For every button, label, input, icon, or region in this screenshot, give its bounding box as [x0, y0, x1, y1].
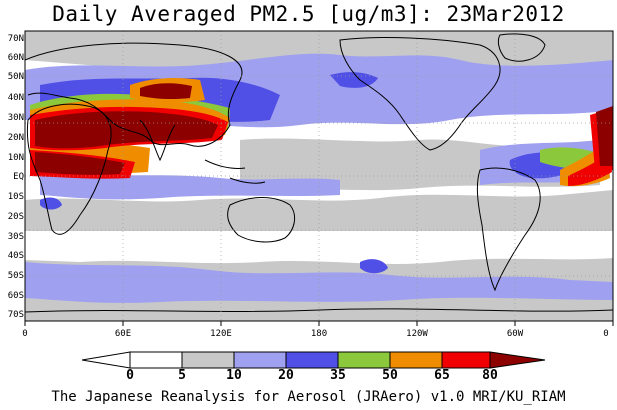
coastlines: [25, 33, 613, 313]
colorbar-cell: [285, 351, 339, 369]
colorbar-label: 0: [126, 368, 134, 383]
lat-label: 50N: [7, 72, 24, 82]
footer-credit: The Japanese Reanalysis for Aerosol (JRA…: [51, 389, 566, 405]
lat-label: 50S: [7, 271, 24, 281]
colorbar-label: 5: [178, 368, 186, 383]
colorbar-cell: [233, 351, 287, 369]
lon-label: 0: [603, 329, 609, 339]
lat-label: 40N: [7, 93, 24, 103]
lon-label: 0: [22, 329, 28, 339]
pm25-field: [25, 31, 613, 321]
lat-label: 20S: [7, 212, 24, 222]
colorbar-arrow-right: [489, 351, 546, 369]
lat-label: 10N: [7, 153, 24, 163]
lon-label: 120E: [210, 329, 232, 339]
colorbar-label: 65: [434, 368, 450, 383]
lon-label: 120W: [406, 329, 428, 339]
lat-label: 70S: [7, 310, 24, 320]
map-title: Daily Averaged PM2.5 [ug/m3]: 23Mar2012: [52, 2, 565, 26]
lon-label: 180: [310, 329, 328, 339]
colorbar-cell: [337, 351, 391, 369]
graticule: [25, 31, 613, 321]
colorbar-label: 35: [330, 368, 346, 383]
lat-label: 30S: [7, 232, 24, 242]
lat-label: 60N: [7, 53, 24, 63]
lat-label: EQ: [13, 172, 24, 182]
colorbar-cell: [441, 351, 491, 369]
colorbar-arrow-left: [81, 351, 131, 369]
colorbar-cell: [389, 351, 443, 369]
colorbar-cell: [181, 351, 235, 369]
lon-label: 60E: [114, 329, 132, 339]
lat-label: 70N: [7, 34, 24, 44]
colorbar-label: 20: [278, 368, 294, 383]
lat-label: 30N: [7, 113, 24, 123]
colorbar-label: 10: [226, 368, 242, 383]
lat-label: 60S: [7, 291, 24, 301]
axis-ticks: [24, 321, 614, 326]
colorbar-label: 50: [382, 368, 398, 383]
lat-label: 10S: [7, 192, 24, 202]
colorbar: [81, 351, 546, 369]
lat-label: 20N: [7, 133, 24, 143]
colorbar-label: 80: [482, 368, 498, 383]
lat-label: 40S: [7, 251, 24, 261]
lon-label: 60W: [506, 329, 524, 339]
colorbar-cell: [129, 351, 183, 369]
